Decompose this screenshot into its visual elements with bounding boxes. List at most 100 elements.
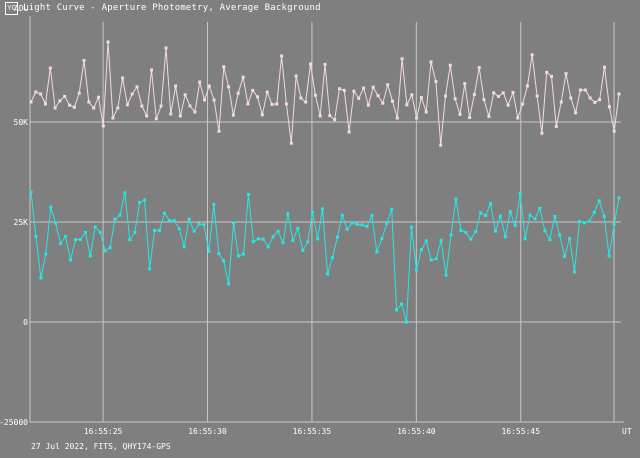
data-point <box>138 200 142 204</box>
data-point <box>193 110 197 114</box>
data-point <box>598 98 602 102</box>
y-axis-label: ADU <box>14 4 29 13</box>
data-point <box>58 99 62 103</box>
data-point <box>415 116 419 120</box>
data-point <box>318 114 322 118</box>
data-point <box>323 62 327 66</box>
data-point <box>271 235 275 239</box>
data-point <box>424 110 428 114</box>
data-point <box>380 237 384 241</box>
data-point <box>439 143 443 147</box>
data-point <box>477 66 481 70</box>
data-point <box>617 196 621 200</box>
data-point <box>304 100 308 104</box>
data-point <box>453 97 457 101</box>
series-b <box>29 190 621 324</box>
data-point <box>306 240 310 244</box>
data-point <box>44 102 47 106</box>
data-point <box>429 60 433 64</box>
data-point <box>463 82 467 86</box>
y-tick-label: 0 <box>23 318 28 327</box>
data-point <box>454 197 458 201</box>
data-point <box>222 259 226 263</box>
data-point <box>313 93 317 97</box>
data-point <box>434 257 438 261</box>
data-point <box>207 84 211 88</box>
data-point <box>34 90 38 94</box>
data-point <box>405 103 409 107</box>
data-point <box>172 219 176 223</box>
data-point <box>424 239 428 243</box>
data-point <box>113 217 117 221</box>
data-point <box>87 100 91 104</box>
data-point <box>597 199 601 203</box>
data-point <box>236 91 240 95</box>
data-point <box>162 211 166 215</box>
data-point <box>128 238 132 242</box>
data-point <box>508 210 512 214</box>
data-point <box>350 221 354 225</box>
data-point <box>237 254 240 258</box>
data-point <box>540 131 544 135</box>
data-point <box>159 104 163 108</box>
data-point <box>568 236 572 240</box>
data-point <box>256 95 259 99</box>
data-point <box>59 242 63 246</box>
data-point <box>335 235 339 239</box>
data-point <box>246 102 250 106</box>
data-point <box>602 214 606 218</box>
data-point <box>311 210 315 214</box>
data-point <box>518 192 522 196</box>
data-point <box>326 272 329 276</box>
x-tick-label: 16:55:45 <box>501 427 540 436</box>
data-point <box>592 210 596 214</box>
data-point <box>266 245 270 249</box>
data-point <box>217 129 221 133</box>
data-point <box>419 248 423 252</box>
data-point <box>381 101 385 105</box>
data-point <box>183 93 187 97</box>
data-point <box>309 62 312 66</box>
data-point <box>400 302 404 306</box>
data-point <box>395 116 399 120</box>
data-point <box>553 214 557 218</box>
series-a <box>29 40 621 147</box>
data-point <box>188 104 192 108</box>
data-point <box>607 105 611 109</box>
data-point <box>498 214 502 218</box>
data-point <box>83 230 87 234</box>
data-point <box>574 111 578 115</box>
data-point <box>563 254 567 258</box>
data-point <box>444 94 447 98</box>
data-point <box>459 228 463 232</box>
data-point <box>330 256 334 260</box>
app-logo-icon[interactable]: YC <box>5 1 18 15</box>
data-point <box>121 76 125 80</box>
data-point <box>543 229 547 233</box>
data-point <box>419 96 423 100</box>
data-point <box>192 229 196 233</box>
data-point <box>391 99 394 103</box>
data-point <box>484 214 488 218</box>
data-point <box>492 91 496 95</box>
data-point <box>362 86 366 90</box>
data-point <box>497 94 500 98</box>
x-tick-label: 16:55:35 <box>293 427 332 436</box>
data-point <box>414 268 418 272</box>
data-point <box>280 54 284 58</box>
data-point <box>355 222 359 226</box>
data-point <box>376 94 380 98</box>
data-point <box>516 116 520 120</box>
data-point <box>92 106 96 110</box>
title-bar: YC Light Curve - Aperture Photometry, Av… <box>0 0 640 16</box>
data-point <box>479 211 483 215</box>
data-point <box>154 117 158 121</box>
data-point <box>101 124 105 128</box>
data-point <box>328 114 332 118</box>
data-point <box>118 213 122 217</box>
data-point <box>458 112 462 116</box>
data-point <box>617 92 621 96</box>
data-point <box>164 46 168 50</box>
data-point <box>289 141 293 145</box>
data-point <box>469 237 473 241</box>
